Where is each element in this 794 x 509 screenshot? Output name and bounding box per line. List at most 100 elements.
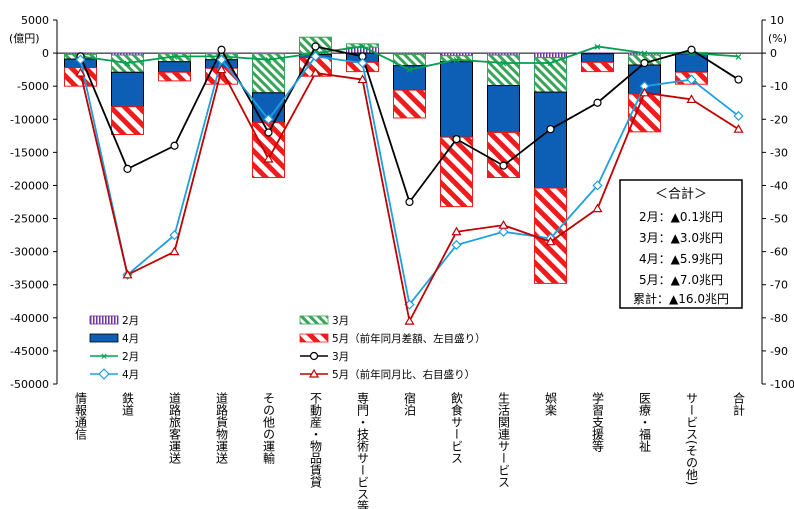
left-tick-label: 5000 bbox=[21, 14, 49, 27]
point-2月-医療・福祉: × bbox=[640, 49, 648, 60]
point-3月-鉄道 bbox=[123, 164, 132, 174]
category-label: サービス(その他) bbox=[685, 392, 699, 485]
point-2月-宿泊: × bbox=[405, 65, 413, 76]
left-tick-label: -40000 bbox=[10, 312, 49, 325]
bar-5月（前年同月差額、左目盛り）-道路旅客運送 bbox=[158, 71, 191, 82]
bar-4月-生活関連サービス bbox=[487, 85, 520, 134]
category-label: 情報通信 bbox=[74, 392, 88, 441]
svg-text:2月: 2月 bbox=[122, 351, 139, 363]
svg-text:3月: 3月 bbox=[332, 351, 349, 363]
left-tick-label: -20000 bbox=[10, 179, 49, 192]
point-3月-道路貨物運送 bbox=[217, 45, 226, 54]
svg-text:4月: 4月 bbox=[122, 333, 139, 345]
category-label: 医療・福祉 bbox=[638, 392, 652, 453]
right-tick-label: -100 bbox=[770, 378, 794, 391]
point-4月-道路旅客運送 bbox=[169, 229, 180, 241]
svg-text:×: × bbox=[100, 352, 108, 362]
category-label: 道路貨物運送 bbox=[215, 392, 229, 465]
point-3月-サービス(その他) bbox=[687, 45, 696, 54]
legend-item-bar-5月: 5月（前年同月差額、左目盛り） bbox=[299, 332, 486, 345]
left-tick-label: -45000 bbox=[10, 345, 49, 358]
point-3月-不動産・物品賃貸 bbox=[311, 42, 320, 51]
right-tick-label: 10 bbox=[770, 14, 784, 27]
legend: 2月 4月 × 2月 4月 3月 5月（前年同月差額、左目盛り） 3月 bbox=[89, 315, 486, 381]
right-tick-label: -50 bbox=[770, 213, 788, 226]
bar-5月（前年同月差額、左目盛り）-宿泊 bbox=[393, 89, 426, 119]
category-label: 娯楽 bbox=[544, 392, 558, 416]
legend-item-line-4月: 4月 bbox=[90, 368, 139, 381]
right-tick-label: -20 bbox=[770, 113, 788, 126]
point-4月-合計 bbox=[733, 110, 744, 122]
line-series-2月 bbox=[80, 45, 739, 71]
point-5月（前年同月比、右目盛り）-専門・技術サービス等 bbox=[357, 74, 368, 84]
point-2月-サービス(その他): × bbox=[687, 49, 695, 60]
bar-5月（前年同月差額、左目盛り）-生活関連サービス bbox=[487, 132, 520, 179]
point-4月-不動産・物品賃貸 bbox=[310, 51, 321, 62]
point-5月（前年同月比、右目盛り）-宿泊 bbox=[404, 315, 415, 325]
svg-text:2月: 2月 bbox=[122, 315, 139, 327]
left-tick-label: -25000 bbox=[10, 213, 49, 226]
right-tick-label: -80 bbox=[770, 312, 788, 325]
bar-5月（前年同月差額、左目盛り）-鉄道 bbox=[111, 106, 144, 135]
point-4月-サービス(その他) bbox=[686, 74, 697, 85]
point-2月-娯楽: × bbox=[546, 59, 554, 70]
bar-5月（前年同月差額、左目盛り）-学習支援等 bbox=[581, 61, 614, 73]
right-tick-label: -70 bbox=[770, 279, 788, 292]
summary-line: 3月：▲3.0兆円 bbox=[639, 231, 723, 245]
category-label: その他の運輸 bbox=[262, 392, 276, 464]
point-2月-鉄道: × bbox=[123, 59, 131, 70]
svg-text:4月: 4月 bbox=[122, 369, 139, 381]
bar-3月-生活関連サービス bbox=[487, 54, 520, 87]
category-label: 宿泊 bbox=[403, 391, 417, 416]
point-5月（前年同月比、右目盛り）-不動産・物品賃貸 bbox=[310, 67, 321, 77]
point-2月-その他の運輸: × bbox=[264, 55, 272, 66]
summary-line: 4月：▲5.9兆円 bbox=[639, 252, 723, 266]
point-4月-飲食サービス bbox=[451, 239, 462, 251]
right-axis-unit: (%) bbox=[768, 32, 787, 45]
category-label: 飲食サービス bbox=[450, 391, 464, 464]
left-tick-label: -35000 bbox=[10, 279, 49, 292]
axes: 5000 0 -5000 -10000 -15000 -20000 -25000 -30000… bbox=[9, 14, 794, 391]
summary-line: 累計：▲16.0兆円 bbox=[633, 291, 729, 306]
category-label: 生活関連サービス bbox=[497, 392, 511, 488]
right-tick-label: -30 bbox=[770, 146, 788, 159]
point-5月（前年同月比、右目盛り）-学習支援等 bbox=[592, 203, 603, 213]
svg-text:5月（前年同月比、右目盛り）: 5月（前年同月比、右目盛り） bbox=[332, 368, 475, 381]
point-3月-合計 bbox=[734, 75, 743, 84]
point-3月-その他の運輸 bbox=[264, 128, 273, 137]
category-label: 専門・技術サービス等 bbox=[356, 392, 370, 509]
svg-text:5月（前年同月差額、左目盛り）: 5月（前年同月差額、左目盛り） bbox=[332, 332, 486, 345]
left-tick-label: -15000 bbox=[10, 146, 49, 159]
bar-4月-道路旅客運送 bbox=[158, 61, 191, 73]
point-2月-合計: × bbox=[734, 52, 742, 63]
point-5月（前年同月比、右目盛り）-サービス(その他) bbox=[686, 94, 697, 104]
summary-title: ＜合計＞ bbox=[655, 186, 707, 202]
point-4月-専門・技術サービス等 bbox=[357, 57, 368, 69]
svg-text:3月: 3月 bbox=[332, 315, 349, 327]
bar-4月-医療・福祉 bbox=[628, 64, 661, 95]
category-label: 鉄道 bbox=[121, 391, 135, 416]
bar-5月（前年同月差額、左目盛り）-情報通信 bbox=[64, 67, 97, 87]
point-3月-飲食サービス bbox=[452, 135, 461, 144]
right-tick-label: -60 bbox=[770, 246, 788, 259]
lines: ××××××××××××××× bbox=[75, 42, 744, 325]
point-5月（前年同月比、右目盛り）-道路旅客運送 bbox=[169, 246, 180, 256]
bar-4月-鉄道 bbox=[111, 71, 144, 108]
left-tick-label: -5000 bbox=[17, 80, 49, 93]
right-tick-label: -40 bbox=[770, 179, 788, 192]
point-5月（前年同月比、右目盛り）-情報通信 bbox=[75, 67, 86, 77]
right-tick-label: 0 bbox=[770, 47, 777, 60]
left-tick-label: -30000 bbox=[10, 246, 49, 259]
category-label: 不動産・物品賃貸 bbox=[309, 392, 323, 489]
point-5月（前年同月比、右目盛り）-鉄道 bbox=[122, 269, 133, 279]
legend-item-line-3月: 3月 bbox=[300, 351, 349, 363]
point-3月-道路旅客運送 bbox=[170, 141, 179, 150]
point-2月-飲食サービス: × bbox=[452, 55, 460, 66]
point-5月（前年同月比、右目盛り）-医療・福祉 bbox=[639, 87, 650, 97]
right-tick-label: -10 bbox=[770, 80, 788, 93]
point-4月-その他の運輸 bbox=[263, 114, 274, 125]
point-2月-専門・技術サービス等: × bbox=[358, 42, 366, 53]
bar-2月-娯楽 bbox=[534, 52, 567, 59]
point-2月-生活関連サービス: × bbox=[499, 59, 507, 70]
